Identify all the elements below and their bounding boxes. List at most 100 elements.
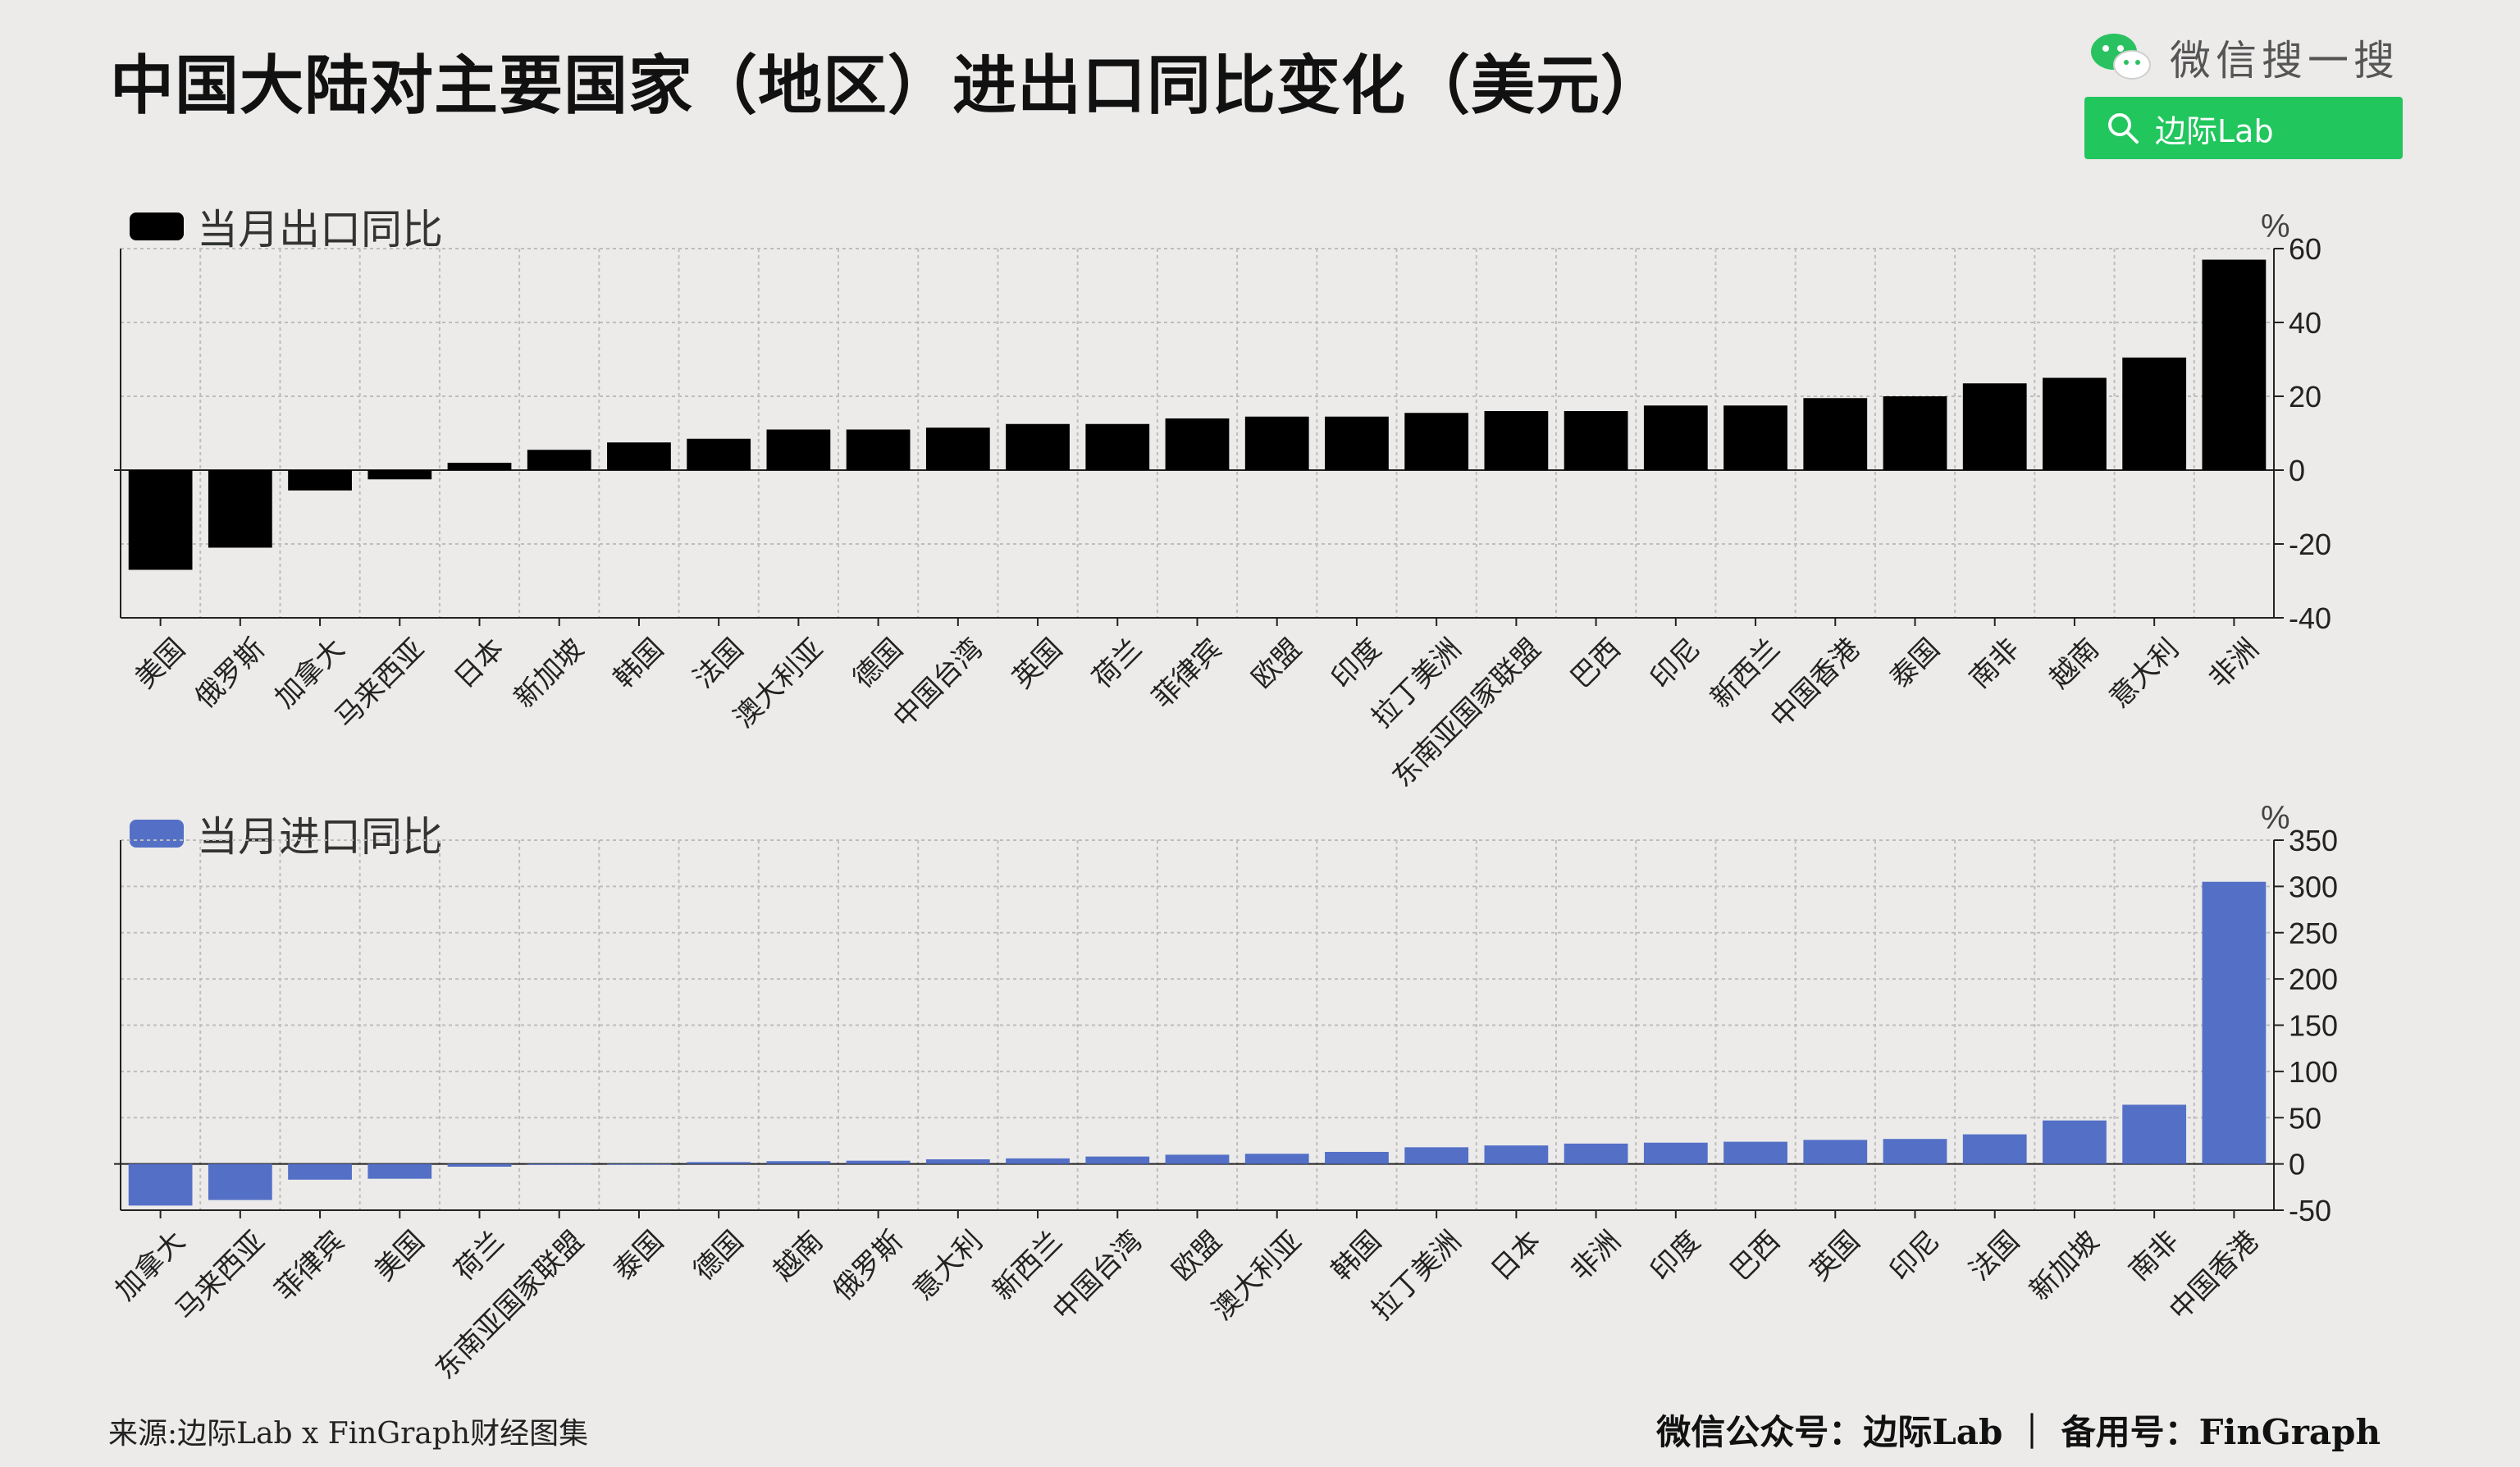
import-bar <box>1723 1141 1787 1164</box>
export-ytick-label: -20 <box>2289 528 2331 561</box>
export-bar <box>925 427 990 470</box>
export-bar <box>1883 396 1947 470</box>
export-ytick-label: -40 <box>2289 601 2331 635</box>
export-unit-label: % <box>2261 208 2290 244</box>
export-bar <box>1723 405 1787 470</box>
import-bar <box>447 1163 512 1168</box>
export-bar <box>1803 398 1868 470</box>
source-note: 来源:边际Lab x FinGraph财经图集 <box>108 1417 589 1451</box>
import-xtick-label: 南非 <box>2123 1225 2185 1287</box>
legend-export: 当月出口同比 <box>130 197 443 256</box>
import-bar <box>607 1163 671 1165</box>
import-xtick-label: 英国 <box>1804 1225 1866 1287</box>
import-xtick-label: 马来西亚 <box>169 1225 271 1327</box>
import-bar <box>288 1163 352 1180</box>
export-bar <box>1244 416 1309 470</box>
import-xtick-label: 巴西 <box>1724 1225 1787 1287</box>
import-ytick-label: 150 <box>2289 1009 2338 1043</box>
import-ytick-label: -50 <box>2289 1194 2331 1227</box>
import-bar <box>1484 1145 1549 1164</box>
export-bar <box>288 470 352 491</box>
export-bar <box>1404 413 1469 470</box>
import-bar <box>2202 881 2267 1164</box>
wechat-search-label: 微信搜一搜 <box>2170 37 2399 85</box>
import-bar <box>527 1163 591 1165</box>
import-ytick-label: 250 <box>2289 916 2338 950</box>
export-bar <box>1085 423 1150 470</box>
import-unit-label: % <box>2261 800 2290 836</box>
import-xtick-label: 俄罗斯 <box>827 1225 909 1307</box>
import-xtick-label: 德国 <box>687 1225 750 1287</box>
search-box[interactable]: 边际Lab <box>2084 97 2403 159</box>
import-bar <box>208 1163 272 1200</box>
import-xtick-label: 澳大利亚 <box>1206 1225 1308 1327</box>
import-xtick-label: 菲律宾 <box>269 1225 351 1307</box>
import-bar <box>368 1163 432 1179</box>
export-bar <box>447 463 512 470</box>
import-bar <box>128 1163 193 1206</box>
import-bar <box>1643 1142 1708 1164</box>
import-bar <box>2122 1104 2187 1164</box>
import-bar <box>925 1159 990 1164</box>
export-bar <box>1484 411 1549 470</box>
export-bar <box>687 438 751 470</box>
export-bar <box>766 429 831 470</box>
legend-import: 当月进口同比 <box>130 804 443 863</box>
export-bar <box>607 442 671 470</box>
import-bar <box>1325 1151 1389 1164</box>
wechat-search-logo: 微信搜一搜 <box>2088 25 2399 90</box>
credits: 微信公众号：边际Lab ｜ 备用号：FinGraph <box>1656 1412 2381 1452</box>
search-text: 边际Lab <box>2155 112 2274 149</box>
export-bar <box>1325 416 1389 470</box>
export-bar <box>1962 383 2027 470</box>
import-xtick-label: 韩国 <box>1325 1225 1387 1287</box>
import-bar <box>1244 1154 1309 1164</box>
import-bar <box>766 1161 831 1164</box>
export-bar <box>368 470 432 480</box>
export-chart: 6040200-20-40%美国俄罗斯加拿大马来西亚 日本新加坡 韩国 法国澳大利亚德… <box>114 208 2331 788</box>
import-ytick-label: 100 <box>2289 1055 2338 1089</box>
import-bar <box>1085 1156 1150 1164</box>
legend-swatch-export <box>130 213 184 240</box>
import-bar <box>1404 1147 1469 1164</box>
import-xtick-label: 日本 <box>1485 1225 1547 1287</box>
import-xtick-label: 印尼 <box>1883 1225 1946 1287</box>
import-xtick-label: 意大利 <box>906 1225 988 1307</box>
export-bar <box>1643 405 1708 470</box>
export-bar <box>527 450 591 470</box>
import-bar <box>1564 1143 1628 1164</box>
legend-label-import: 当月进口同比 <box>197 813 443 861</box>
import-xtick-label: 荷兰 <box>448 1225 510 1287</box>
import-bar <box>1006 1158 1070 1164</box>
search-icon <box>2108 113 2139 144</box>
import-bar <box>1803 1140 1868 1164</box>
wechat-icon <box>2091 34 2151 80</box>
import-xtick-label: 越南 <box>767 1225 829 1287</box>
export-bar <box>128 470 193 570</box>
export-bar <box>1006 423 1070 470</box>
export-bar <box>2043 377 2107 470</box>
import-xtick-label: 中国台湾 <box>1047 1225 1148 1327</box>
export-bar <box>1564 411 1628 470</box>
import-bar <box>1962 1134 2027 1164</box>
export-ytick-label: 40 <box>2289 306 2321 340</box>
import-xtick-label: 法国 <box>1963 1225 2025 1287</box>
page-title: 中国大陆对主要国家（地区）进出口同比变化（美元） <box>110 49 1666 123</box>
import-xtick-label: 东南亚国家联盟 <box>429 1225 591 1387</box>
import-bar <box>2043 1120 2107 1164</box>
import-ytick-label: 350 <box>2289 824 2338 857</box>
export-bar <box>1165 418 1230 470</box>
import-ytick-label: 300 <box>2289 870 2338 903</box>
import-bar <box>1165 1154 1230 1164</box>
import-bar <box>1883 1139 1947 1164</box>
export-bar <box>208 470 272 548</box>
legend-label-export: 当月出口同比 <box>197 206 443 254</box>
import-xtick-label: 欧盟 <box>1166 1225 1228 1287</box>
export-ytick-label: 60 <box>2289 232 2321 266</box>
import-xtick-label: 印度 <box>1644 1225 1706 1287</box>
export-bar <box>846 429 911 470</box>
import-xtick-label: 泰国 <box>607 1225 669 1287</box>
import-bar <box>687 1162 751 1164</box>
import-ytick-label: 50 <box>2289 1101 2321 1135</box>
